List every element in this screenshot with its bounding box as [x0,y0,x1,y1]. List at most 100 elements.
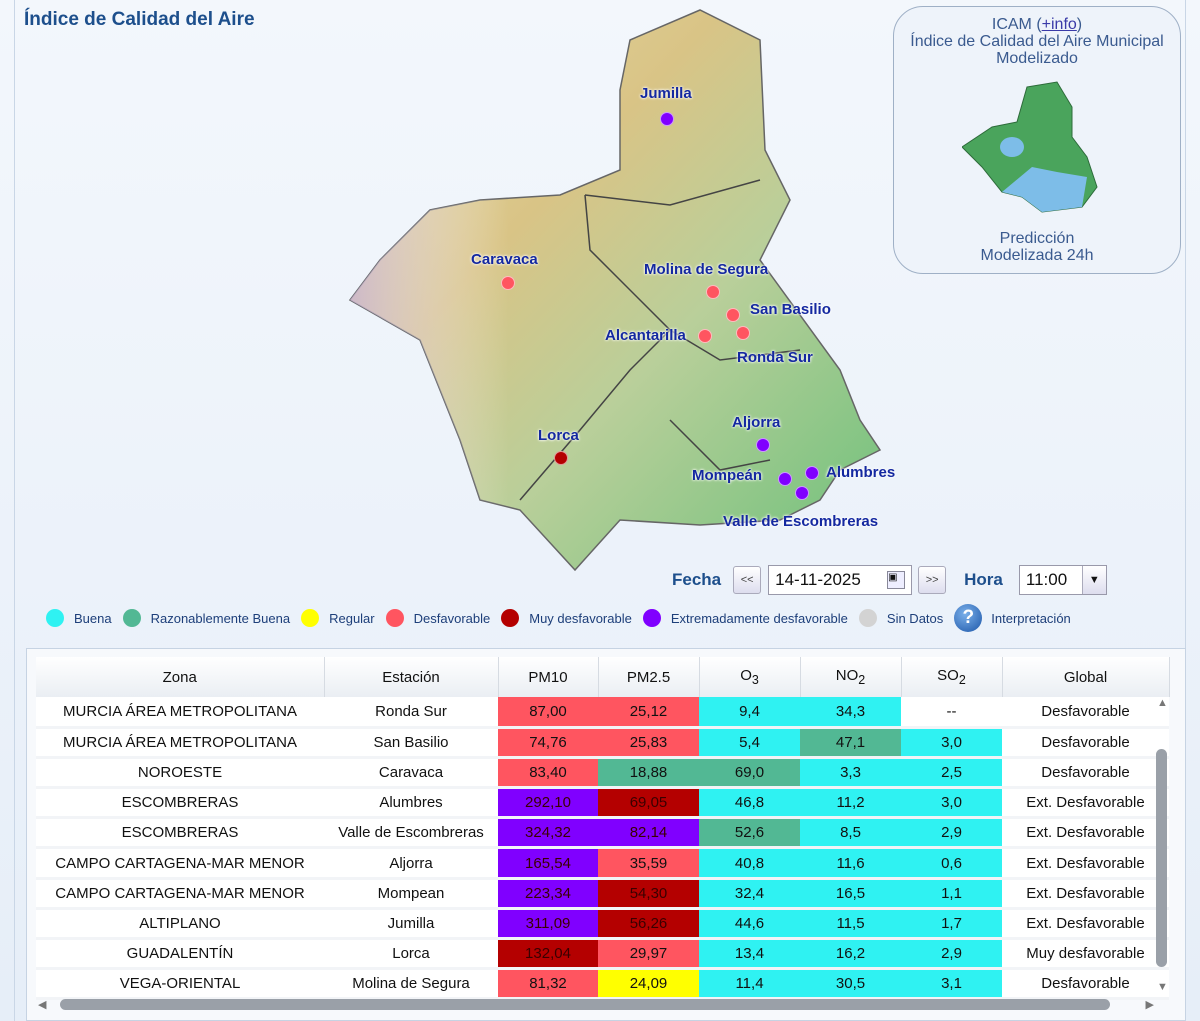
vertical-scrollbar[interactable]: ▲ ▼ [1154,697,1171,993]
interpretacion-button[interactable]: ? Interpretación [954,604,1071,632]
icam-label: ICAM ( [991,16,1042,33]
fecha-label: Fecha [672,570,722,589]
region-map-shape [348,9,882,572]
pollutant-cell: 35,59 [598,847,699,880]
table-row[interactable]: CAMPO CARTAGENA-MAR MENOR Mompean 223,34 54… [36,878,1169,910]
pollutant-cell: 54,30 [598,878,699,910]
global-cell: Ext. Desfavorable [1002,878,1169,910]
icam-minimap[interactable] [961,77,1112,217]
table-row[interactable]: VEGA-ORIENTAL Molina de Segura 81,32 24,09 1… [36,968,1169,1001]
calendar-icon[interactable]: ▣ [887,571,906,589]
table-row[interactable]: GUADALENTÍN Lorca 132,04 29,97 13,4 16,2 2,9 Mu… [36,938,1169,971]
horizontal-scrollbar[interactable]: ◀ ▶ [36,997,1156,1013]
table-row[interactable]: ESCOMBRERAS Valle de Escombreras 324,32 82,… [36,817,1169,850]
pollutant-cell: 11,2 [800,787,901,820]
station-marker[interactable] [660,112,674,126]
air-quality-table: Zona Estación PM10 PM2.5 O3 NO2 SO2 Global MURC… [36,657,1170,1001]
station-label[interactable]: Lorca [538,427,579,444]
icam-panel[interactable]: ICAM (+info) Índice de Calidad del Aire … [893,6,1181,274]
station-label[interactable]: Ronda Sur [737,349,813,366]
zona-cell: ALTIPLANO [36,908,324,941]
pollutant-cell: 40,8 [699,847,800,880]
column-header[interactable]: SO2 [901,657,1003,697]
zona-cell: ESCOMBRERAS [36,817,324,850]
pollutant-cell: 16,5 [800,878,901,910]
station-label[interactable]: Valle de Escombreras [723,513,879,530]
pollutant-cell: 69,0 [699,757,800,790]
station-marker[interactable] [736,326,750,340]
station-label[interactable]: San Basilio [750,301,831,318]
zona-cell: CAMPO CARTAGENA-MAR MENOR [36,878,324,910]
table-row[interactable]: CAMPO CARTAGENA-MAR MENOR Aljorra 165,54 35… [36,847,1169,880]
station-label[interactable]: Caravaca [471,251,538,268]
pollutant-cell: 3,0 [901,727,1002,759]
station-marker[interactable] [554,451,568,465]
station-label[interactable]: Jumilla [640,85,692,102]
pollutant-cell: 24,09 [598,968,699,1001]
icam-suffix: ) [1076,16,1083,33]
scroll-left-icon[interactable]: ◀ [38,999,47,1011]
scroll-right-icon[interactable]: ▶ [1145,999,1154,1011]
legend: Buena Razonablemente Buena Regular Desfavor… [46,604,1082,632]
pollutant-cell: 56,26 [598,908,699,941]
station-marker[interactable] [726,308,740,322]
header-text: Estación [382,668,440,686]
station-marker[interactable] [706,285,720,299]
pollutant-cell: 69,05 [598,787,699,820]
legend-label: Regular [329,610,375,626]
station-marker[interactable] [778,472,792,486]
column-header[interactable]: O3 [699,657,801,697]
pollutant-cell: 223,34 [498,878,598,910]
pollutant-cell: 52,6 [699,817,800,850]
station-marker[interactable] [805,466,819,480]
legend-dot-icon [46,609,64,627]
pollutant-cell: 11,6 [800,847,901,880]
data-table-panel: Zona Estación PM10 PM2.5 O3 NO2 SO2 Global MURC… [26,648,1186,1021]
zona-cell: ESCOMBRERAS [36,787,324,820]
table-row[interactable]: NOROESTE Caravaca 83,40 18,88 69,0 3,3 2,5 Desf… [36,757,1169,790]
station-marker[interactable] [795,486,809,500]
pollutant-cell: 46,8 [699,787,800,820]
station-label[interactable]: Aljorra [732,414,781,431]
station-label[interactable]: Mompeán [692,467,763,484]
column-header[interactable]: PM2.5 [598,657,700,697]
column-header[interactable]: Zona [36,657,325,697]
vertical-scroll-thumb[interactable] [1156,749,1167,967]
station-label[interactable]: Alumbres [826,464,896,481]
zona-cell: NOROESTE [36,757,324,790]
station-label[interactable]: Molina de Segura [644,261,769,278]
help-icon[interactable]: ? [954,604,983,632]
column-header[interactable]: Estación [324,657,499,697]
station-marker[interactable] [698,329,712,343]
scroll-down-icon[interactable]: ▼ [1157,981,1168,993]
page-frame [14,0,1186,1021]
table-row[interactable]: ALTIPLANO Jumilla 311,09 56,26 44,6 11,5 1,7 Ex… [36,908,1169,941]
hora-select[interactable]: 11:00 ▼ [1018,565,1107,595]
table-row[interactable]: MURCIA ÁREA METROPOLITANA San Basilio 74,7… [36,727,1169,759]
global-cell: Muy desfavorable [1002,938,1169,971]
pollutant-cell: 29,97 [598,938,699,971]
header-text: NO [835,667,859,684]
next-date-button[interactable]: >> [918,566,947,594]
station-label[interactable]: Alcantarilla [605,327,686,344]
column-header[interactable]: Global [1002,657,1170,697]
legend-item: Sin Datos [858,609,943,627]
chevron-down-icon[interactable]: ▼ [1081,566,1106,594]
date-input[interactable]: 14-11-2025 ▣ [768,565,913,595]
station-marker[interactable] [501,276,515,290]
column-header[interactable]: PM10 [498,657,599,697]
prev-date-button[interactable]: << [733,566,762,594]
table-row[interactable]: MURCIA ÁREA METROPOLITANA Ronda Sur 87,00 2… [36,697,1169,729]
scroll-up-icon[interactable]: ▲ [1157,697,1168,709]
legend-item: Razonablemente Buena [122,609,290,627]
region-map[interactable] [340,0,910,580]
estacion-cell: Lorca [324,938,498,971]
info-link[interactable]: +info [1041,16,1077,33]
pollutant-cell: 81,32 [498,968,598,1001]
station-marker[interactable] [756,438,770,452]
hora-label: Hora [964,570,1003,589]
estacion-cell: Molina de Segura [324,968,498,1001]
column-header[interactable]: NO2 [800,657,902,697]
table-row[interactable]: ESCOMBRERAS Alumbres 292,10 69,05 46,8 11,2 3,… [36,787,1169,820]
horizontal-scroll-thumb[interactable] [60,999,1110,1010]
